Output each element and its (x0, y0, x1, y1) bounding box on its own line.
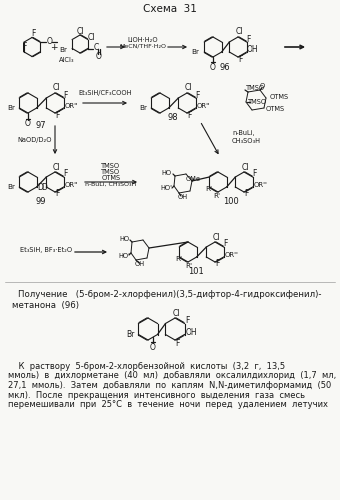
Text: F: F (55, 190, 59, 198)
Text: O: O (46, 37, 52, 46)
Text: LiOH·H₂O: LiOH·H₂O (128, 37, 158, 43)
Text: O: O (150, 343, 156, 352)
Text: OH: OH (186, 328, 197, 337)
Text: Получение   (5-бром-2-хлорфенил)(3,5-дифтор-4-гидроксифенил)-: Получение (5-бром-2-хлорфенил)(3,5-дифто… (18, 290, 322, 299)
Text: OR": OR" (197, 103, 210, 109)
Text: F: F (64, 90, 68, 100)
Text: R': R' (205, 186, 212, 192)
Text: Cl: Cl (241, 162, 249, 172)
Text: O: O (96, 52, 102, 61)
Text: TMSO: TMSO (101, 169, 121, 175)
Text: Br: Br (7, 184, 15, 190)
Text: C: C (93, 43, 98, 52)
Text: F: F (246, 34, 251, 43)
Text: +: + (50, 42, 58, 51)
Text: n-BuLi, CH₃SO₃H: n-BuLi, CH₃SO₃H (85, 182, 137, 186)
Text: F: F (64, 170, 68, 178)
Text: D: D (37, 182, 43, 192)
Text: Et₃SiH/CF₃COOH: Et₃SiH/CF₃COOH (78, 90, 132, 96)
Text: OTMS: OTMS (266, 106, 285, 112)
Text: ммоль)  в  дихлорметане  (40  мл)  добавляли  оксалилдихлорид  (1,7  мл,: ммоль) в дихлорметане (40 мл) добавляли … (8, 372, 336, 380)
Text: F: F (175, 338, 179, 347)
Text: TMSO: TMSO (248, 99, 267, 105)
Text: 97: 97 (36, 120, 46, 130)
Text: Br: Br (7, 105, 15, 111)
Text: Схема  31: Схема 31 (143, 4, 197, 14)
Text: Et₃SiH, BF₃·Et₂O: Et₃SiH, BF₃·Et₂O (20, 247, 72, 253)
Text: TMSO: TMSO (101, 163, 121, 169)
Text: O: O (210, 62, 216, 72)
Text: Cl: Cl (184, 84, 192, 92)
Text: AlCl₃: AlCl₃ (59, 57, 75, 63)
Text: CH₃SO₃H: CH₃SO₃H (232, 138, 261, 144)
Text: мкл).  После  прекращения  интенсивного  выделения  газа  смесь: мкл). После прекращения интенсивного выд… (8, 390, 305, 400)
Text: Br: Br (126, 330, 135, 339)
Text: 98: 98 (168, 112, 178, 122)
Text: метанона  (96): метанона (96) (12, 301, 79, 310)
Text: Cl: Cl (52, 84, 60, 92)
Text: F: F (223, 240, 228, 248)
Text: OH: OH (178, 194, 188, 200)
Text: OH: OH (135, 261, 145, 267)
Text: F: F (195, 90, 200, 100)
Text: OR'': OR'' (225, 252, 239, 258)
Text: К  раствору  5-бром-2-хлорбензойной  кислоты  (3,2  г,  13,5: К раствору 5-бром-2-хлорбензойной кислот… (8, 362, 285, 371)
Text: F: F (22, 42, 27, 51)
Text: OH: OH (247, 46, 258, 54)
Text: Br: Br (59, 46, 67, 52)
Text: 101: 101 (188, 268, 204, 276)
Text: Cl: Cl (172, 308, 180, 318)
Text: F: F (31, 29, 35, 38)
Text: Br: Br (191, 49, 199, 55)
Text: HO': HO' (160, 185, 172, 191)
Text: O: O (25, 120, 31, 128)
Text: перемешивали  при  25°С  в  течение  ночи  перед  удалением  летучих: перемешивали при 25°С в течение ночи пер… (8, 400, 328, 409)
Text: Cl: Cl (88, 33, 96, 42)
Text: Cl: Cl (235, 28, 243, 36)
Text: R': R' (175, 256, 182, 262)
Text: F: F (244, 190, 248, 198)
Text: F: F (215, 260, 219, 268)
Text: OR": OR" (65, 103, 78, 109)
Text: OR": OR" (65, 182, 78, 188)
Text: Cl: Cl (212, 232, 220, 241)
Text: F: F (185, 316, 190, 325)
Text: 27,1  ммоль).  Затем  добавляли  по  каплям  N,N-диметилформамид  (50: 27,1 ммоль). Затем добавляли по каплям N… (8, 381, 331, 390)
Text: OTMS: OTMS (270, 94, 289, 100)
Text: F: F (55, 110, 59, 120)
Text: R': R' (214, 193, 221, 199)
Text: Br: Br (139, 105, 147, 111)
Text: HO': HO' (118, 253, 130, 259)
Text: D: D (41, 182, 47, 192)
Text: R': R' (185, 263, 192, 269)
Text: Cl: Cl (76, 26, 84, 36)
Text: OTMS: OTMS (101, 175, 121, 181)
Text: TMSO: TMSO (246, 85, 265, 91)
Text: Cl: Cl (52, 162, 60, 172)
Text: OMe: OMe (186, 176, 201, 182)
Text: 100: 100 (223, 198, 239, 206)
Text: O: O (259, 83, 265, 89)
Text: F: F (238, 56, 242, 64)
Text: F: F (187, 110, 191, 120)
Text: n-BuLi,: n-BuLi, (232, 130, 255, 136)
Text: OR'': OR'' (254, 182, 268, 188)
Text: F: F (253, 170, 257, 178)
Text: 96: 96 (220, 62, 230, 72)
Text: NaOD/D₂O: NaOD/D₂O (18, 137, 52, 143)
Text: HO: HO (162, 170, 172, 176)
Text: HO: HO (119, 236, 129, 242)
Text: MeCN/THF·H₂O: MeCN/THF·H₂O (119, 44, 167, 49)
Text: 99: 99 (36, 198, 46, 206)
